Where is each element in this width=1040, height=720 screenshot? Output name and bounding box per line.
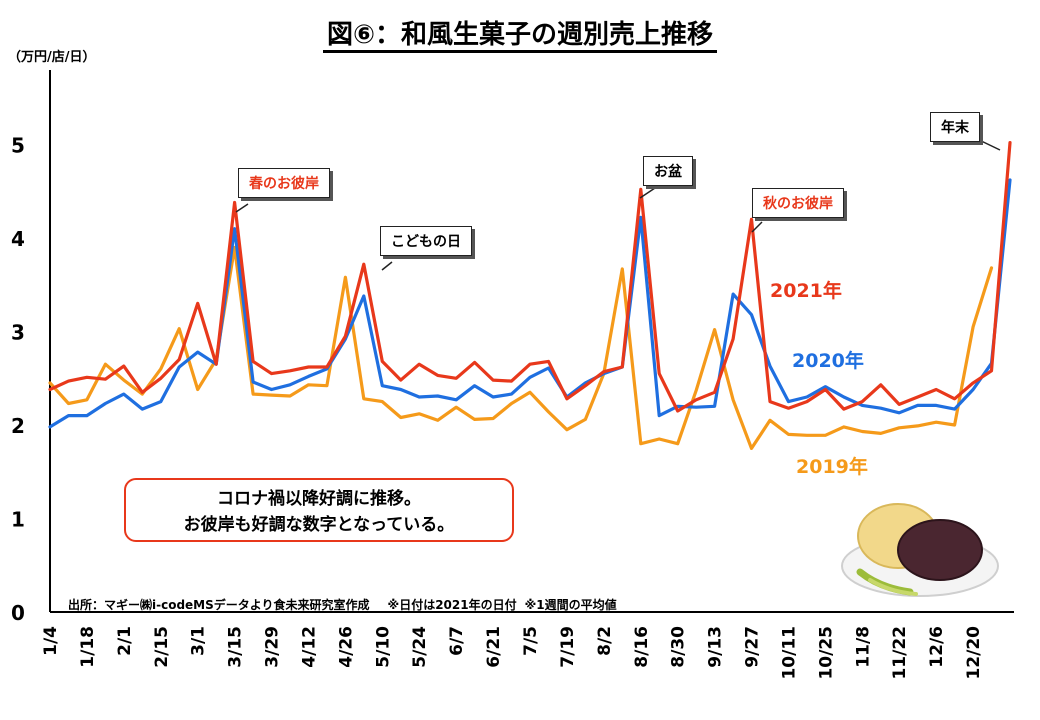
- annotation-line-2: お彼岸も好調な数字となっている。: [183, 515, 455, 535]
- x-tick-label: 9/27: [743, 626, 763, 668]
- y-tick-label: 5: [11, 134, 25, 158]
- y-axis-unit: （万円/店/日）: [8, 50, 96, 65]
- y-tick-label: 2: [11, 414, 25, 438]
- callout-pointer: [639, 187, 656, 199]
- x-tick-label: 12/6: [927, 626, 947, 668]
- annotation-box: コロナ禍以降好調に推移。 お彼岸も好調な数字となっている。: [124, 478, 514, 542]
- x-tick-label: 3/1: [189, 626, 209, 656]
- x-tick-label: 8/2: [595, 626, 615, 656]
- callout-year-end: 年末: [930, 112, 980, 142]
- x-tick-label: 3/29: [263, 626, 283, 668]
- average-note: ※1週間の平均値: [524, 598, 617, 612]
- x-tick-label: 5/24: [410, 626, 430, 668]
- x-tick-label: 1/4: [41, 626, 61, 656]
- callout-pointer: [235, 203, 249, 213]
- x-tick-label: 8/30: [669, 626, 689, 668]
- series-line-2020: [48, 178, 1012, 429]
- x-tick-label: 12/20: [964, 626, 984, 680]
- chart-axes: 0 1 2 3 4 5 1/4 1/18 2/1 2/15 3/1 3/15 3/29 4/12 4/26 5…: [11, 70, 1014, 680]
- x-tick-label: 2/1: [115, 626, 135, 656]
- legend-2021: 2021年: [770, 280, 842, 302]
- x-tick-label: 6/21: [484, 626, 504, 668]
- legend-2020: 2020年: [792, 350, 864, 372]
- x-tick-label: 7/19: [558, 626, 578, 668]
- chart-title: 図⑥：和風生菓子の週別売上推移: [0, 14, 1040, 53]
- callout-kodomo-no-hi: こどもの日: [380, 226, 472, 256]
- series-line-2021: [48, 141, 1012, 413]
- x-tick-label: 3/15: [226, 626, 246, 668]
- callout-obon: お盆: [643, 156, 693, 186]
- chart-series: [48, 137, 1012, 450]
- legend-2019: 2019年: [796, 456, 868, 478]
- x-tick-label: 2/15: [152, 626, 172, 668]
- y-tick-label: 1: [11, 508, 25, 532]
- x-tick-label: 6/7: [447, 626, 467, 656]
- date-note: ※日付は2021年の日付: [387, 598, 517, 612]
- y-tick-label: 3: [11, 321, 25, 345]
- y-tick-label: 4: [11, 227, 25, 251]
- source-note: 出所：マギー㈱i-codeMSデータより食未来研究室作成 ※日付は2021年の日付…: [68, 596, 617, 613]
- x-tick-label: 9/13: [706, 626, 726, 668]
- x-tick-label: 7/5: [521, 626, 541, 656]
- x-tick-label: 4/26: [336, 626, 356, 668]
- series-line-2019: [48, 245, 994, 450]
- x-tick-label: 11/22: [890, 626, 910, 680]
- x-tick-label: 11/8: [853, 626, 873, 668]
- x-tick-label: 8/16: [632, 626, 652, 668]
- callout-spring-higan: 春のお彼岸: [238, 168, 330, 198]
- source-text: 出所：マギー㈱i-codeMSデータより食未来研究室作成: [68, 598, 370, 612]
- y-tick-label: 0: [11, 601, 25, 625]
- x-tick-label: 5/10: [373, 626, 393, 668]
- x-tick-label: 10/11: [779, 626, 799, 680]
- callout-pointer: [381, 261, 393, 271]
- x-tick-label: 10/25: [816, 626, 836, 680]
- callout-pointer: [751, 221, 763, 233]
- x-tick-label: 1/18: [78, 626, 98, 668]
- x-tick-label: 4/12: [299, 626, 319, 668]
- ohagi-illustration: [841, 503, 999, 597]
- callout-autumn-higan: 秋のお彼岸: [752, 188, 844, 218]
- annotation-line-1: コロナ禍以降好調に推移。: [217, 489, 421, 509]
